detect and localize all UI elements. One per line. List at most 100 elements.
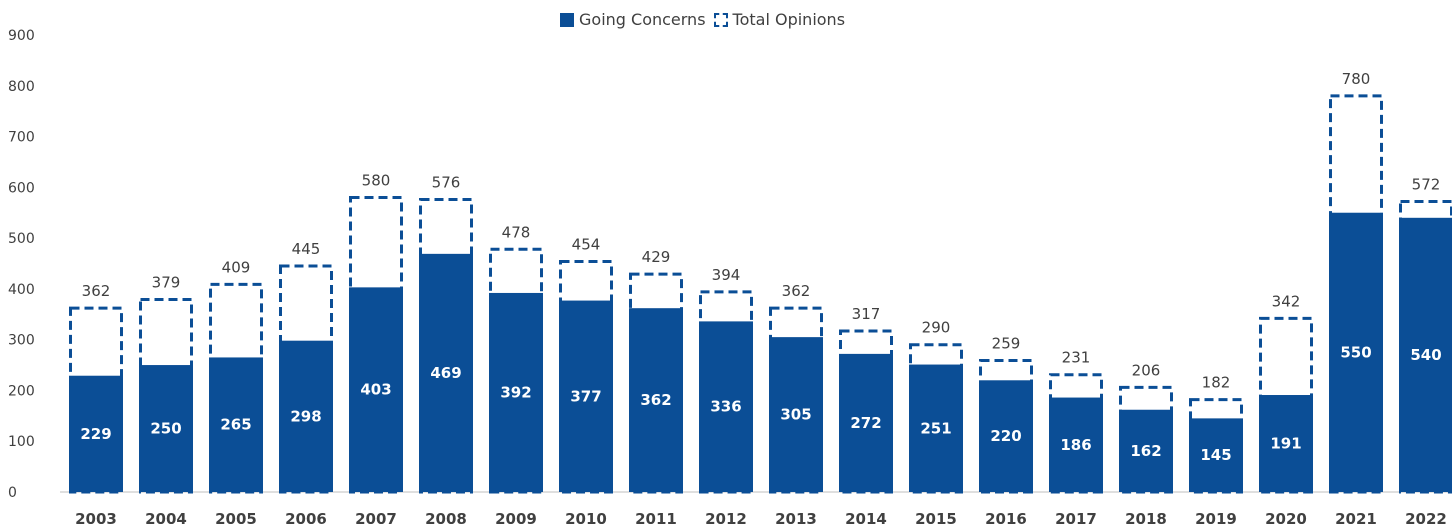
bar-going-concerns xyxy=(139,365,193,492)
y-tick-label: 0 xyxy=(8,485,17,501)
data-label-total-opinions: 780 xyxy=(1342,70,1371,88)
legend-label-going-concerns: Going Concerns xyxy=(579,10,706,29)
bar-going-concerns xyxy=(839,353,893,492)
bar-going-concerns xyxy=(769,337,823,492)
data-label-total-opinions: 231 xyxy=(1062,349,1091,367)
data-label-going-concerns: 392 xyxy=(500,383,531,401)
bar-going-concerns xyxy=(1189,418,1243,492)
data-label-going-concerns: 550 xyxy=(1340,343,1371,361)
data-label-going-concerns: 251 xyxy=(920,419,951,437)
legend-label-total-opinions: Total Opinions xyxy=(732,10,846,29)
data-label-total-opinions: 317 xyxy=(852,305,881,323)
data-label-total-opinions: 478 xyxy=(502,223,531,241)
bar-going-concerns xyxy=(1329,212,1383,492)
x-tick-label: 2017 xyxy=(1055,510,1097,528)
x-tick-label: 2007 xyxy=(355,510,397,528)
bar-going-concerns xyxy=(69,375,123,492)
bar-going-concerns xyxy=(1049,397,1103,492)
data-label-going-concerns: 305 xyxy=(780,406,811,424)
bar-going-concerns xyxy=(1259,395,1313,492)
x-tick-label: 2006 xyxy=(285,510,327,528)
data-label-going-concerns: 145 xyxy=(1200,446,1231,464)
bar-going-concerns xyxy=(419,253,473,492)
y-tick-label: 100 xyxy=(8,434,35,450)
data-label-total-opinions: 290 xyxy=(922,319,951,337)
x-tick-label: 2014 xyxy=(845,510,887,528)
y-tick-label: 300 xyxy=(8,333,35,349)
legend-item-total-opinions: Total Opinions xyxy=(713,10,846,29)
data-label-total-opinions: 576 xyxy=(432,174,461,192)
legend-item-going-concerns: Going Concerns xyxy=(560,10,706,29)
y-tick-label: 600 xyxy=(8,180,35,196)
x-tick-label: 2003 xyxy=(75,510,117,528)
bar-going-concerns xyxy=(209,357,263,492)
legend-swatch-solid xyxy=(560,12,574,27)
data-label-going-concerns: 220 xyxy=(990,427,1021,445)
x-tick-label: 2005 xyxy=(215,510,257,528)
bar-going-concerns xyxy=(489,292,543,492)
y-tick-label: 400 xyxy=(8,282,35,298)
data-label-going-concerns: 250 xyxy=(150,420,181,438)
x-tick-label: 2018 xyxy=(1125,510,1167,528)
y-tick-label: 500 xyxy=(8,231,35,247)
x-tick-label: 2022 xyxy=(1405,510,1447,528)
x-tick-label: 2010 xyxy=(565,510,607,528)
x-tick-label: 2021 xyxy=(1335,510,1377,528)
data-label-going-concerns: 362 xyxy=(640,391,671,409)
data-label-total-opinions: 409 xyxy=(222,258,251,276)
bar-going-concerns xyxy=(1399,217,1452,493)
x-tick-label: 2008 xyxy=(425,510,467,528)
data-label-going-concerns: 162 xyxy=(1130,442,1161,460)
bar-going-concerns xyxy=(909,364,963,492)
data-label-going-concerns: 265 xyxy=(220,416,251,434)
data-label-total-opinions: 362 xyxy=(782,282,811,300)
y-tick-label: 800 xyxy=(8,79,35,95)
data-label-total-opinions: 394 xyxy=(712,266,741,284)
x-tick-label: 2015 xyxy=(915,510,957,528)
bar-going-concerns xyxy=(979,380,1033,492)
data-label-total-opinions: 429 xyxy=(642,248,671,266)
data-label-going-concerns: 403 xyxy=(360,381,391,399)
data-label-total-opinions: 454 xyxy=(572,235,601,253)
data-label-going-concerns: 540 xyxy=(1410,346,1441,364)
bar-going-concerns xyxy=(349,287,403,492)
x-tick-label: 2020 xyxy=(1265,510,1307,528)
data-label-going-concerns: 186 xyxy=(1060,436,1091,454)
data-label-going-concerns: 469 xyxy=(430,364,461,382)
bar-going-concerns xyxy=(279,340,333,492)
x-tick-label: 2019 xyxy=(1195,510,1237,528)
data-label-total-opinions: 342 xyxy=(1272,292,1301,310)
x-tick-label: 2012 xyxy=(705,510,747,528)
data-label-going-concerns: 229 xyxy=(80,425,111,443)
data-label-going-concerns: 336 xyxy=(710,398,741,416)
x-tick-label: 2004 xyxy=(145,510,187,528)
data-label-going-concerns: 272 xyxy=(850,414,881,432)
y-tick-label: 700 xyxy=(8,130,35,146)
data-label-total-opinions: 182 xyxy=(1202,374,1231,392)
data-label-total-opinions: 572 xyxy=(1412,176,1441,194)
x-axis: 2003 2004 2005 2006 2007 2008 2009 2010 2011 2012… xyxy=(75,510,1447,528)
legend: Going Concerns Total Opinions xyxy=(560,10,853,29)
x-tick-label: 2013 xyxy=(775,510,817,528)
y-tick-label: 200 xyxy=(8,383,35,399)
x-tick-label: 2009 xyxy=(495,510,537,528)
bar-going-concerns xyxy=(1119,409,1173,492)
data-label-total-opinions: 362 xyxy=(82,282,111,300)
legend-swatch-dashed xyxy=(713,12,728,27)
x-tick-label: 2016 xyxy=(985,510,1027,528)
bar-going-concerns xyxy=(699,321,753,492)
data-label-total-opinions: 445 xyxy=(292,240,321,258)
y-tick-label: 900 xyxy=(8,28,35,44)
data-label-total-opinions: 580 xyxy=(362,171,391,189)
bar-going-concerns xyxy=(559,300,613,492)
data-label-going-concerns: 298 xyxy=(290,407,321,425)
bar-going-concerns xyxy=(629,308,683,492)
bars: 229 362 250 379 265 409 298 445 403 580 469 576 392 4… xyxy=(69,70,1452,494)
x-tick-label: 2011 xyxy=(635,510,677,528)
data-label-going-concerns: 191 xyxy=(1270,435,1301,453)
data-label-total-opinions: 379 xyxy=(152,274,181,292)
data-label-total-opinions: 206 xyxy=(1132,361,1161,379)
data-label-going-concerns: 377 xyxy=(570,387,601,405)
data-label-total-opinions: 259 xyxy=(992,334,1021,352)
